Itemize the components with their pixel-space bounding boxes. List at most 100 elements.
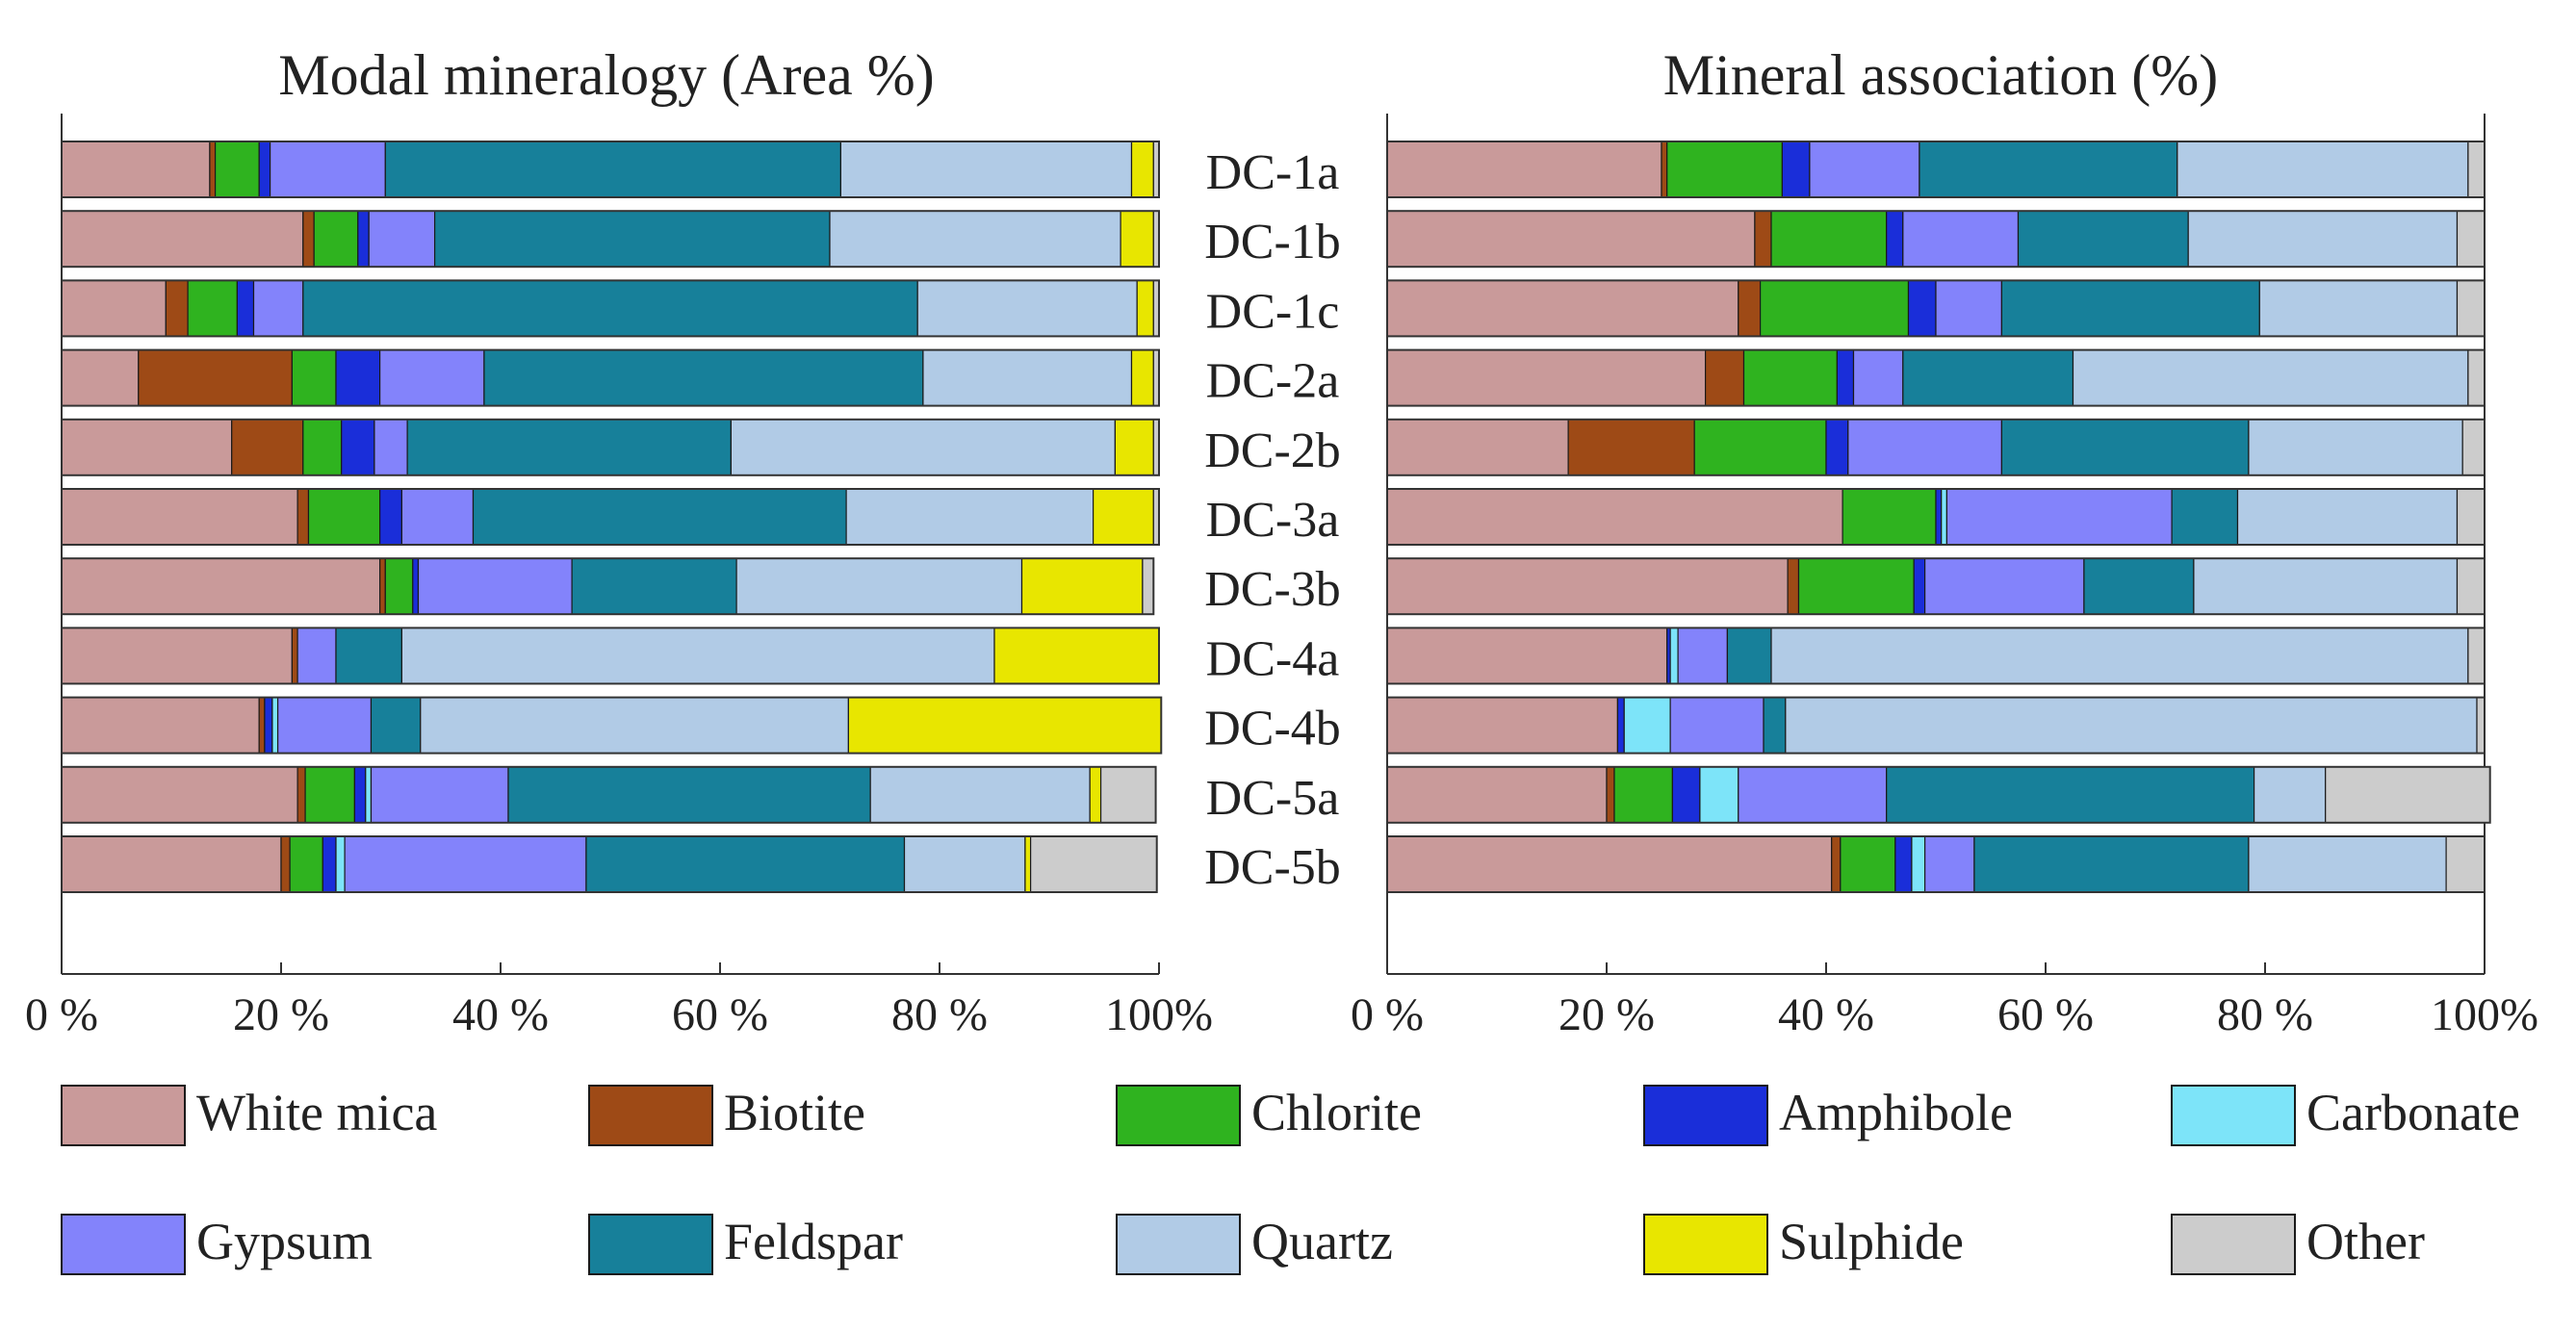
left-chart: 0 % 20 % 40 % 60 % 80 % 100% <box>25 114 1213 1040</box>
right-bar-segment <box>1666 141 1783 198</box>
left-bar-segment <box>384 557 414 615</box>
right-bar-segment <box>1759 279 1910 337</box>
legend-label: Amphibole <box>1779 1084 2013 1141</box>
legend-swatch <box>1643 1214 1768 1275</box>
left-bar-segment <box>434 210 831 268</box>
legend-label: Carbonate <box>2306 1084 2520 1141</box>
right-bar-outline <box>1386 279 2486 338</box>
category-label: DC-2a <box>1206 354 1340 409</box>
category-label: DC-1b <box>1204 215 1341 269</box>
left-bar-outline <box>61 348 1160 407</box>
left-x-tick-label: 40 % <box>452 989 549 1040</box>
right-bar-outline <box>1386 557 2486 616</box>
left-bar-segment <box>400 488 475 546</box>
left-x-tick-label: 20 % <box>233 989 329 1040</box>
left-bar-outline <box>61 210 1160 269</box>
left-bar-segment <box>335 627 403 685</box>
legend-swatch <box>1116 1214 1241 1275</box>
left-bar-segment <box>379 349 485 407</box>
right-bar-segment <box>1386 141 1662 198</box>
left-bar-segment <box>302 419 343 476</box>
legend-swatch <box>1116 1085 1241 1146</box>
right-bar-segment <box>1770 210 1888 268</box>
left-bar-segment <box>406 419 732 476</box>
category-label: DC-5b <box>1204 840 1341 895</box>
legend-label: Sulphide <box>1779 1213 1964 1270</box>
legend-label: Chlorite <box>1251 1084 1422 1141</box>
legend-label: Gypsum <box>196 1213 373 1270</box>
left-bar-outline <box>61 627 1160 685</box>
right-bar-segment <box>1671 766 1701 824</box>
left-bar-segment <box>1092 488 1154 546</box>
left-bar-segment <box>276 696 373 755</box>
right-bar-segment <box>1661 141 1668 198</box>
right-chart: 0 % 20 % 40 % 60 % 80 % 100% <box>1351 114 2538 1040</box>
left-bar-segment <box>417 557 573 615</box>
left-bar-segment <box>61 419 233 476</box>
left-bar-segment <box>379 488 403 546</box>
left-bar-outline <box>61 488 1160 546</box>
right-bar-segment <box>1386 419 1569 476</box>
left-bar-segment <box>61 766 298 824</box>
right-bar-segment <box>2467 349 2486 407</box>
right-bar-segment <box>1781 141 1811 198</box>
left-bar-segment <box>209 141 217 198</box>
left-bar-segment <box>829 210 1121 268</box>
right-bar-segment <box>1386 766 1608 824</box>
left-bar-segment <box>1020 557 1144 615</box>
left-bar-segment <box>357 210 370 268</box>
legend-label: Feldspar <box>724 1213 903 1270</box>
right-bar-segment <box>1669 627 1679 685</box>
left-bar-segment <box>1120 210 1154 268</box>
left-bar-segment <box>1024 835 1032 893</box>
right-bar-segment <box>1738 766 1888 824</box>
left-bar-segment <box>61 557 381 615</box>
legend: White mica Biotite Chlorite Amphibole Carbon… <box>61 1084 2520 1275</box>
right-bar-segment <box>1902 210 2020 268</box>
right-bar-segment <box>1945 488 2173 546</box>
right-bar-segment <box>1923 557 2085 615</box>
left-bar-segment <box>61 696 260 755</box>
right-bar-segment <box>1726 627 1772 685</box>
right-bar-segment <box>1836 349 1855 407</box>
right-bar-segment <box>1919 141 2178 198</box>
right-bar-segment <box>1693 419 1827 476</box>
left-bar-segment <box>1089 766 1102 824</box>
category-labels: DC-1a DC-1b DC-1c DC-2a DC-2b DC-3a DC-3b DC-4a… <box>1204 145 1341 895</box>
left-x-tick-label: 80 % <box>891 989 988 1040</box>
left-bar-segment <box>903 835 1026 893</box>
right-bar-segment <box>1738 279 1762 337</box>
left-bar-segment <box>61 279 167 337</box>
left-bar-segment <box>302 279 918 337</box>
right-bar-segment <box>1797 557 1915 615</box>
left-bar-segment <box>296 488 310 546</box>
right-bar-segment <box>1386 835 1833 893</box>
right-bar-outline <box>1386 765 2491 824</box>
left-bar-segment <box>187 279 239 337</box>
right-bar-segment <box>1941 488 1947 546</box>
right-bar-segment <box>2456 488 2486 546</box>
category-label: DC-5a <box>1206 771 1340 826</box>
legend-label: Quartz <box>1251 1213 1393 1270</box>
left-bar-segment <box>252 279 304 337</box>
left-bar-segment <box>289 835 323 893</box>
right-bar-segment <box>1704 349 1745 407</box>
left-bar-segment <box>61 141 211 198</box>
left-bar-segment <box>335 349 381 407</box>
left-bar-segment <box>420 696 849 755</box>
right-bar-segment <box>1913 557 1926 615</box>
right-bar-segment <box>2467 627 2486 685</box>
left-bar-segment <box>291 627 298 685</box>
legend-label: White mica <box>196 1084 437 1141</box>
left-bar-segment <box>847 696 1162 755</box>
left-bar-segment <box>264 696 273 755</box>
left-bar-segment <box>231 419 304 476</box>
left-bar-segment <box>302 210 315 268</box>
right-x-tick-label: 80 % <box>2217 989 2313 1040</box>
right-x-tick-label: 20 % <box>1558 989 1655 1040</box>
category-label: DC-3b <box>1204 562 1341 617</box>
right-bar-segment <box>2254 766 2327 824</box>
left-bar-segment <box>280 835 291 893</box>
left-bar-outline <box>61 141 1160 198</box>
left-bar-segment <box>304 766 355 824</box>
